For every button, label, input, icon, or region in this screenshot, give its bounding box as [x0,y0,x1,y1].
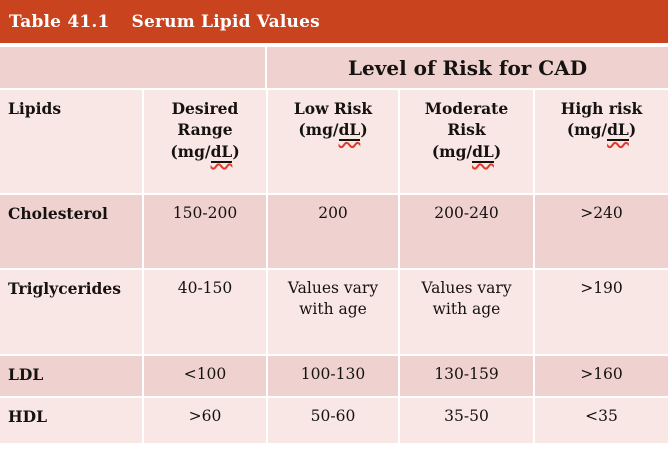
spellcheck-squiggle: dL [472,141,494,163]
spellcheck-squiggle: dL [338,120,361,142]
span-header-cell: Level of Risk for CAD [267,47,668,88]
cell-value: <35 [535,398,668,443]
cell-value-text: Values vary with age [421,279,512,319]
cell-value: >190 [535,270,668,354]
unit-dl: dL [210,141,233,163]
cell-value: 200 [268,195,398,268]
lipid-table: Lipids Desired Range (mg/dL) Low Risk (m… [0,90,668,443]
row-label-triglycerides: Triglycerides [0,270,142,354]
cell-value: 200-240 [400,195,533,268]
column-header-desired-range: Desired Range (mg/dL) [144,90,266,193]
table-number: Table 41.1 [9,11,110,32]
unit-label: (mg/dL) [400,141,533,163]
cell-value: >60 [144,398,266,443]
span-header-row: Level of Risk for CAD [0,47,668,88]
unit-label: (mg/dL) [535,119,668,142]
cell-value: Values vary with age [268,270,398,354]
table-title: Serum Lipid Values [131,11,320,32]
cell-value: 40-150 [144,270,266,354]
column-header-high-risk: High risk (mg/dL) [535,90,668,193]
unit-suffix: ) [232,141,240,161]
cell-value-text: Values vary with age [287,279,379,319]
unit-suffix: ) [360,120,368,140]
unit-label: (mg/dL) [144,141,266,163]
unit-prefix: (mg/ [170,141,211,161]
cell-value: <100 [144,356,266,396]
unit-label: (mg/dL) [268,119,398,142]
column-header-lipids: Lipids [0,90,142,193]
cell-value: >240 [535,195,668,268]
cell-value: 35-50 [400,398,533,443]
row-label-hdl: HDL [0,398,142,443]
span-header-label: Level of Risk for CAD [347,55,588,80]
cell-value: 100-130 [268,356,398,396]
row-label-cholesterol: Cholesterol [0,195,142,268]
unit-dl: dL [472,141,494,163]
unit-suffix: ) [493,141,502,161]
column-header-label: Desired Range [171,99,239,140]
spellcheck-squiggle: dL [607,120,629,142]
merged-empty-cell [0,47,265,88]
unit-prefix: (mg/ [298,120,339,140]
spellcheck-squiggle: dL [210,141,233,163]
unit-prefix: (mg/ [431,141,473,161]
column-header-moderate-risk: Moderate Risk (mg/dL) [400,90,533,193]
unit-dl: dL [338,120,361,142]
unit-suffix: ) [628,120,637,140]
cell-value: 50-60 [268,398,398,443]
column-header-label: Lipids [8,99,62,118]
unit-dl: dL [607,120,629,142]
unit-prefix: (mg/ [566,120,608,140]
cell-value: Values vary with age [400,270,533,354]
cell-value: 150-200 [144,195,266,268]
column-header-label: High risk [560,99,643,118]
cell-value: >160 [535,356,668,396]
table-caption-bar: Table 41.1 Serum Lipid Values [0,0,668,43]
cell-value: 130-159 [400,356,533,396]
column-header-label: Low Risk [293,99,373,118]
row-label-ldl: LDL [0,356,142,396]
column-header-label: Moderate Risk [424,99,509,140]
column-header-low-risk: Low Risk (mg/dL) [268,90,398,193]
